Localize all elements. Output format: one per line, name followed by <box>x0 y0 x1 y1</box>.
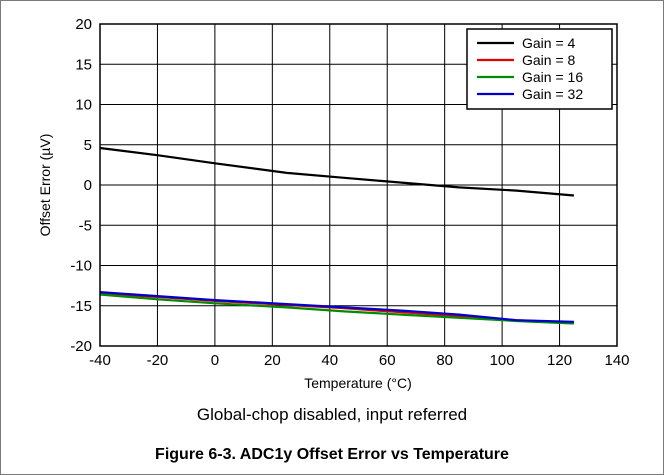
x-tick-label: 0 <box>211 352 219 369</box>
x-axis-title: Temperature (°C) <box>304 375 412 391</box>
y-tick-label: -10 <box>70 258 92 275</box>
y-tick-label: 20 <box>75 16 92 33</box>
legend-label: Gain = 8 <box>522 52 576 68</box>
y-tick-label: 15 <box>75 56 92 73</box>
x-tick-label: 120 <box>547 352 572 369</box>
x-tick-label: 20 <box>264 352 281 369</box>
x-tick-label: 60 <box>379 352 396 369</box>
legend-label: Gain = 4 <box>522 35 576 51</box>
series-lines <box>99 146 574 325</box>
y-axis-title: Offset Error (µV) <box>37 134 53 237</box>
y-tick-label: -5 <box>79 217 92 234</box>
series-line-gain-4 <box>99 146 574 197</box>
x-tick-label: 140 <box>604 352 629 369</box>
y-tick-label: 5 <box>84 137 92 154</box>
series-line-gain-32 <box>99 291 574 323</box>
y-tick-label: 0 <box>84 177 92 194</box>
x-tick-label: 80 <box>436 352 453 369</box>
x-tick-label: -40 <box>89 352 111 369</box>
offset-error-chart: -40 -20 0 20 40 60 80 100 120 140 20151050-5-10-1… <box>37 16 630 391</box>
y-tick-label: -15 <box>70 298 92 315</box>
y-tick-labels: 20 15 10 5 0 -5 -10 -15 -20 <box>70 16 92 355</box>
y-tick-label: 10 <box>75 97 92 114</box>
figure-caption: Figure 6-3. ADC1y Offset Error vs Temper… <box>155 446 509 463</box>
legend-label: Gain = 32 <box>522 86 583 102</box>
y-tick-label: -20 <box>70 338 92 355</box>
x-tick-labels: -40 -20 0 20 40 60 80 100 120 140 <box>89 352 629 369</box>
plot-area-border <box>99 23 618 347</box>
x-tick-label: 40 <box>321 352 338 369</box>
series-line-gain-16 <box>99 293 574 325</box>
chart-subtitle: Global-chop disabled, input referred <box>196 405 468 424</box>
legend-label: Gain = 16 <box>522 69 583 85</box>
x-tick-label: -20 <box>147 352 169 369</box>
x-tick-label: 100 <box>490 352 515 369</box>
